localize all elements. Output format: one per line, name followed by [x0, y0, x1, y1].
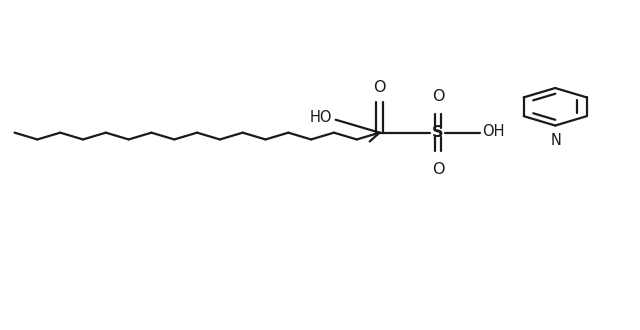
Text: O: O [431, 88, 444, 104]
Text: O: O [373, 80, 386, 95]
Text: N: N [550, 133, 561, 148]
Text: HO: HO [310, 110, 333, 125]
Text: O: O [431, 162, 444, 177]
Text: S: S [432, 125, 444, 140]
Text: OH: OH [482, 124, 504, 139]
